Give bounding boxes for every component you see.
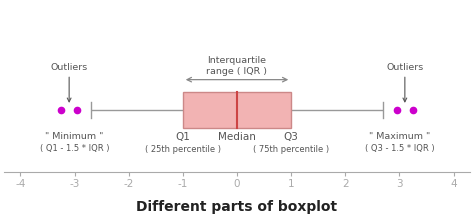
Text: Q1: Q1 [175,132,190,142]
Text: ( Q1 - 1.5 * IQR ): ( Q1 - 1.5 * IQR ) [40,144,109,153]
Text: Q3: Q3 [284,132,299,142]
Text: Outliers: Outliers [386,63,423,102]
Bar [183,92,291,128]
Text: " Maximum ": " Maximum " [369,132,430,141]
Text: Outliers: Outliers [51,63,88,102]
Text: ( 75th percentile ): ( 75th percentile ) [253,145,329,154]
Text: ( Q3 - 1.5 * IQR ): ( Q3 - 1.5 * IQR ) [365,144,434,153]
X-axis label: Different parts of boxplot: Different parts of boxplot [137,200,337,214]
Text: ( 25th percentile ): ( 25th percentile ) [145,145,221,154]
Text: Median: Median [218,132,256,142]
Text: " Minimum ": " Minimum " [46,132,104,141]
Text: Interquartile
range ( IQR ): Interquartile range ( IQR ) [207,55,267,76]
